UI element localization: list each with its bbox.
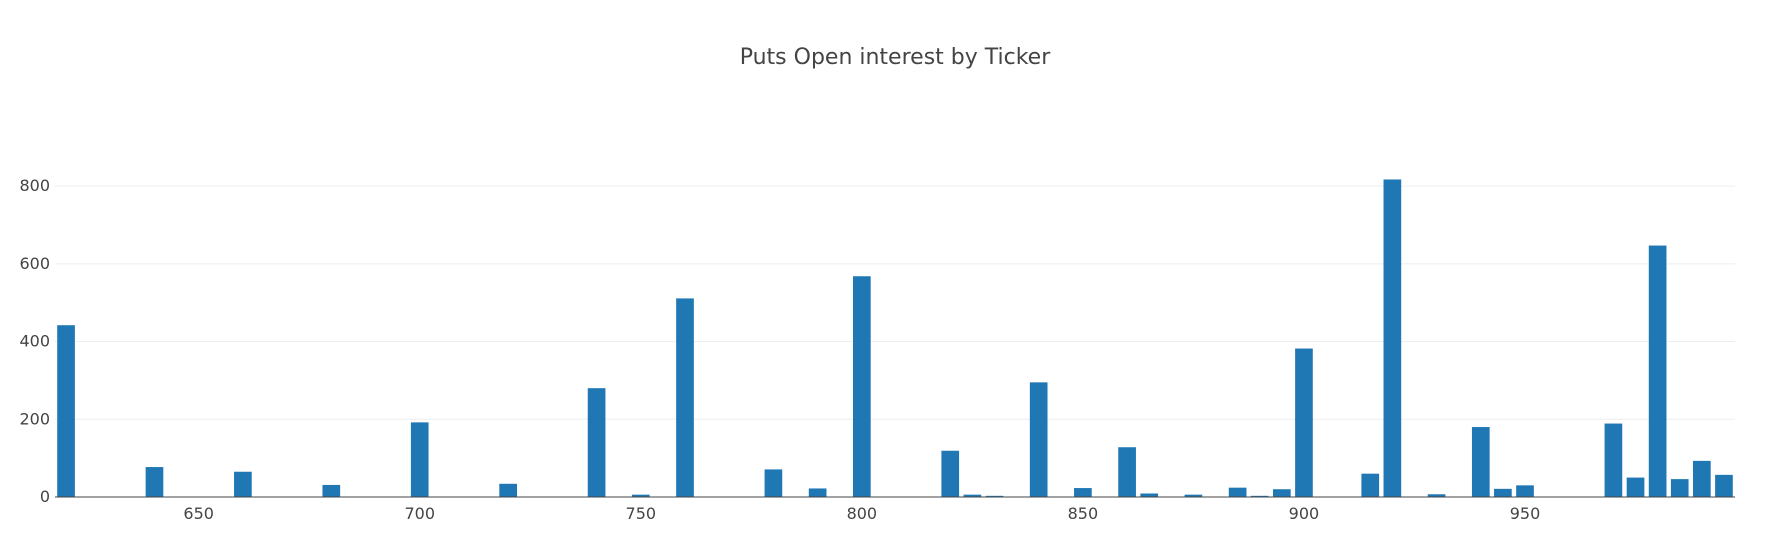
- bar[interactable]: [1494, 488, 1512, 497]
- bar[interactable]: [1648, 245, 1667, 497]
- bar[interactable]: [1670, 479, 1689, 497]
- y-tick-label: 200: [19, 409, 50, 428]
- bar[interactable]: [1693, 460, 1711, 497]
- bar[interactable]: [1471, 427, 1490, 497]
- bar[interactable]: [764, 469, 783, 497]
- chart-title: Puts Open interest by Ticker: [740, 45, 1051, 70]
- x-tick-label: 900: [1289, 504, 1320, 523]
- bar[interactable]: [941, 450, 960, 497]
- bar[interactable]: [676, 298, 694, 497]
- grid-lines: [55, 185, 1735, 420]
- x-tick-label: 700: [404, 504, 435, 523]
- bar[interactable]: [57, 325, 75, 497]
- bar[interactable]: [1074, 488, 1092, 497]
- y-axis: 0 200 400 600 800: [19, 176, 50, 506]
- y-tick-label: 0: [40, 487, 50, 506]
- x-axis: 650 700 750 800 850 900 950: [55, 496, 1735, 523]
- x-tick-label: 800: [847, 504, 878, 523]
- bar[interactable]: [1295, 348, 1313, 497]
- bar[interactable]: [1361, 473, 1380, 497]
- bar[interactable]: [1140, 493, 1159, 498]
- x-tick-label: 850: [1068, 504, 1099, 523]
- bar[interactable]: [145, 467, 164, 497]
- bar[interactable]: [1273, 489, 1291, 497]
- bar[interactable]: [1604, 423, 1623, 497]
- bar[interactable]: [985, 495, 1004, 497]
- bar[interactable]: [499, 483, 517, 497]
- bar[interactable]: [322, 484, 341, 497]
- bar[interactable]: [1383, 179, 1402, 498]
- bar[interactable]: [853, 276, 871, 497]
- bar[interactable]: [1029, 382, 1048, 497]
- bar[interactable]: [234, 471, 252, 497]
- bars: [57, 179, 1733, 498]
- x-tick-label: 650: [183, 504, 214, 523]
- bar[interactable]: [1516, 485, 1534, 497]
- bar[interactable]: [1715, 474, 1733, 497]
- bar[interactable]: [963, 494, 982, 497]
- bar[interactable]: [1184, 494, 1203, 497]
- y-tick-label: 400: [19, 332, 50, 351]
- bar[interactable]: [1118, 447, 1136, 497]
- y-tick-label: 800: [19, 176, 50, 195]
- bar[interactable]: [1228, 487, 1247, 497]
- bar[interactable]: [1250, 495, 1269, 497]
- y-tick-label: 600: [19, 254, 50, 273]
- x-tick-label: 950: [1510, 504, 1541, 523]
- bar[interactable]: [1626, 477, 1645, 497]
- bar[interactable]: [631, 494, 650, 497]
- bar[interactable]: [587, 388, 606, 497]
- bar[interactable]: [410, 422, 429, 497]
- bar[interactable]: [1427, 494, 1446, 497]
- x-tick-label: 750: [626, 504, 657, 523]
- bar[interactable]: [808, 488, 827, 497]
